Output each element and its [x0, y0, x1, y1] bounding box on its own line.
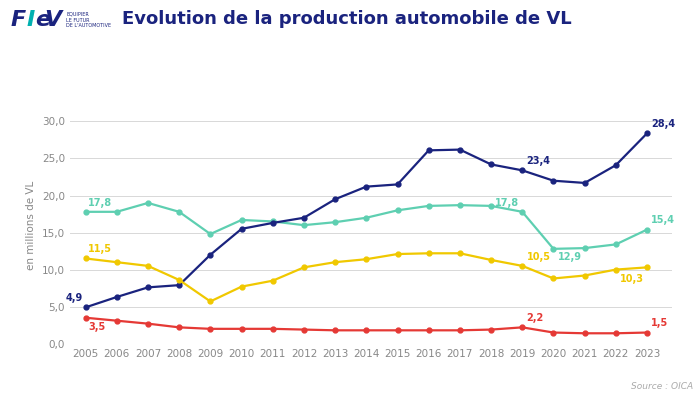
Text: 28,4: 28,4: [651, 119, 676, 129]
Text: Source : OICA: Source : OICA: [631, 382, 693, 391]
Text: 15,4: 15,4: [651, 215, 676, 226]
Text: 17,8: 17,8: [88, 198, 113, 208]
Text: 23,4: 23,4: [526, 156, 550, 166]
Text: 2,2: 2,2: [526, 313, 544, 323]
Text: e: e: [35, 10, 50, 30]
Text: 12,9: 12,9: [558, 252, 582, 262]
Text: 1,5: 1,5: [651, 318, 668, 328]
Text: Evolution de la production automobile de VL: Evolution de la production automobile de…: [122, 10, 572, 28]
Text: V: V: [44, 10, 62, 30]
Text: 4,9: 4,9: [66, 293, 83, 303]
Text: 10,5: 10,5: [526, 252, 550, 262]
Text: 10,3: 10,3: [620, 274, 644, 284]
Text: F: F: [10, 10, 26, 30]
Text: 3,5: 3,5: [88, 322, 106, 332]
Text: EQUIPIER
LE FUTUR
DE L'AUTOMOTIVE: EQUIPIER LE FUTUR DE L'AUTOMOTIVE: [66, 12, 111, 28]
Text: 17,8: 17,8: [496, 198, 519, 208]
Y-axis label: en millions de VL: en millions de VL: [27, 181, 36, 270]
Text: I: I: [27, 10, 35, 30]
Text: 11,5: 11,5: [88, 245, 113, 254]
